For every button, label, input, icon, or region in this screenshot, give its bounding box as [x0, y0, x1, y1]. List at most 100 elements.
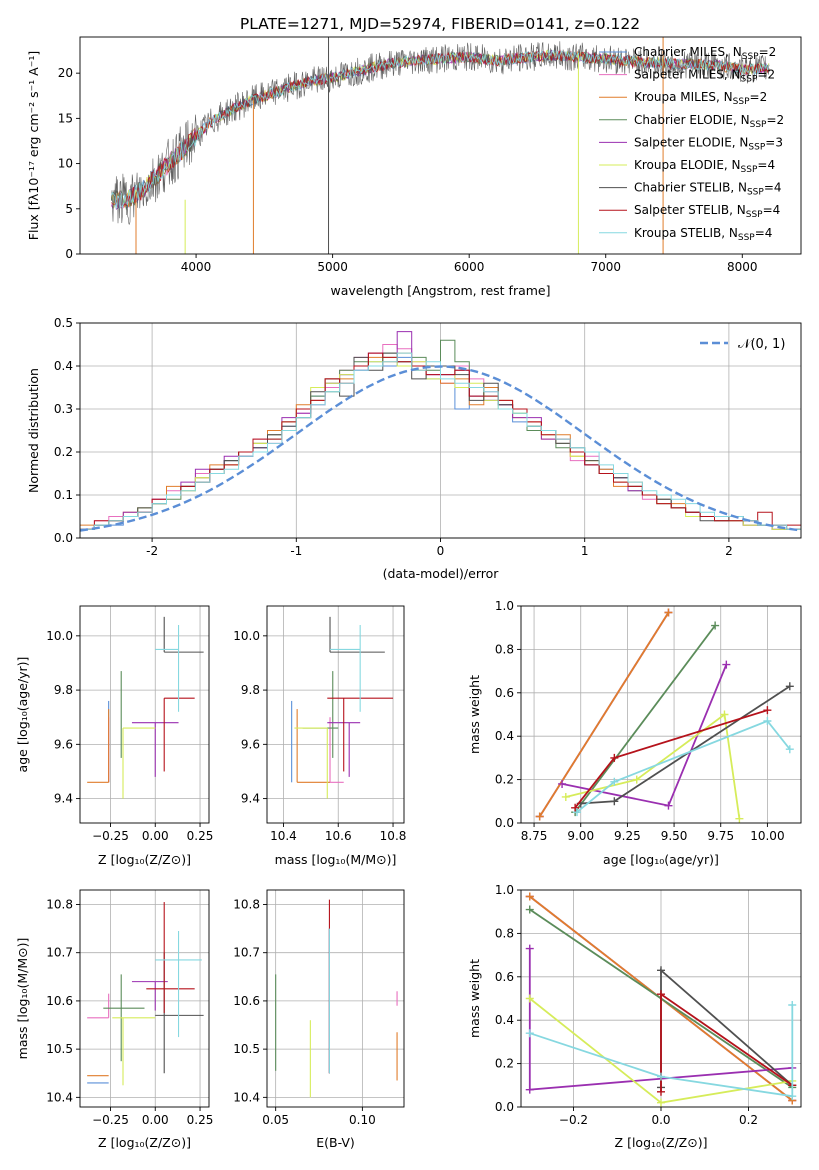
y-tick-label: 10.6 — [46, 994, 73, 1008]
panel-residuals: -2 -1 0 1 2 0.0 0.1 0.2 0.3 0.4 0.5 (data-model)/er… — [26, 316, 802, 581]
weight-marker-kroupa_miles — [525, 892, 534, 901]
legend-label: Salpeter MILES, N — [634, 68, 741, 82]
legend-entry-salpeter_stelib: Salpeter STELIB, NSSP=4 — [634, 203, 780, 220]
y-tick-label: 10.5 — [46, 1042, 73, 1056]
weight-marker-kroupa_elodie — [720, 710, 729, 719]
legend-label: Kroupa STELIB, N — [634, 226, 738, 240]
x-tick-label: -2 — [146, 544, 158, 558]
x-tick-label: 10.8 — [380, 829, 407, 843]
weight-marker-salpeter_stelib — [571, 803, 580, 812]
plot-area-age_vs_mass — [291, 616, 394, 799]
legend-suffix: =4 — [757, 158, 775, 172]
y-tick-label: 20 — [58, 66, 73, 80]
x-tick-label: −0.25 — [92, 1113, 129, 1127]
weight-line-kroupa_stelib — [576, 719, 791, 813]
weight-marker-kroupa_stelib — [788, 1092, 797, 1101]
legend-label: Salpeter STELIB, N — [634, 203, 746, 217]
histogram-kroupa_stelib — [80, 352, 801, 530]
legend-subscript: SSP — [742, 52, 759, 62]
y-tick-label: 9.8 — [241, 683, 260, 697]
y-tick-label: 0.2 — [54, 445, 73, 459]
axes-frame — [266, 889, 405, 1108]
x-tick-label: 0.00 — [142, 1113, 169, 1127]
legend-entry-kroupa_stelib: Kroupa STELIB, NSSP=4 — [634, 226, 772, 243]
weight-marker-salpeter_elodie — [664, 801, 673, 810]
y-tick-label: 0.8 — [495, 642, 514, 656]
y-tick-label: 10.6 — [233, 994, 260, 1008]
x-tick-label: 9.50 — [661, 829, 688, 843]
legend-entry-salpeter_miles: Salpeter MILES, NSSP=2 — [634, 68, 775, 85]
y-tick-label: 10.8 — [46, 897, 73, 911]
y-tick-label: 1.0 — [495, 599, 514, 613]
legend-subscript: SSP — [747, 188, 764, 198]
legend-subscript: SSP — [750, 120, 767, 130]
spectrum-series-chabrier_stelib — [111, 41, 770, 225]
legend-label: Kroupa MILES, N — [634, 90, 733, 104]
axes-frame — [520, 605, 802, 824]
weight-marker-kroupa_stelib — [788, 1001, 797, 1010]
y-axis-label: age [log₁₀(age/yr)] — [15, 657, 30, 773]
legend-entry-chabrier_miles: Chabrier MILES, NSSP=2 — [634, 45, 776, 62]
weight-line-kroupa_stelib — [529, 1005, 794, 1098]
x-tick-label: 1 — [581, 544, 589, 558]
y-axis-label: Normed distribution — [26, 368, 41, 493]
panel-age_vs_Z: −0.25 0.00 0.25 9.4 9.6 9.8 10.0 Z [log₁₀(Z/Z⊙)… — [15, 605, 213, 867]
legend-entry-salpeter_elodie: Salpeter ELODIE, NSSP=3 — [634, 135, 783, 152]
y-tick-label: 0.4 — [54, 359, 73, 373]
plot-area-residuals — [80, 331, 801, 532]
weight-marker-chabrier_elodie — [711, 621, 720, 630]
weight-marker-salpeter_stelib — [763, 706, 772, 715]
legend-suffix: =4 — [763, 203, 781, 217]
weight-marker-chabrier_stelib — [610, 797, 619, 806]
legend-label: Chabrier STELIB, N — [634, 181, 747, 195]
x-tick-label: 9.00 — [567, 829, 594, 843]
legend-label: Chabrier MILES, N — [634, 45, 742, 59]
x-tick-label: 0.05 — [262, 1113, 289, 1127]
y-tick-label: 10.7 — [46, 946, 73, 960]
weight-line-kroupa_miles — [538, 612, 670, 817]
y-tick-label: 10.8 — [233, 897, 260, 911]
x-axis-label: wavelength [Angstrom, rest frame] — [330, 283, 550, 298]
x-axis-label: age [log₁₀(age/yr)] — [603, 852, 719, 867]
plot-area-weight_vs_Z — [525, 892, 797, 1107]
y-tick-label: 10.0 — [233, 629, 260, 643]
y-tick-label: 10.0 — [46, 629, 73, 643]
y-tick-label: 5 — [65, 202, 73, 216]
weight-marker-chabrier_elodie — [525, 905, 534, 914]
weight-marker-kroupa_stelib — [525, 1029, 534, 1038]
legend-subscript: SSP — [748, 142, 765, 152]
plot-area-spectrum — [111, 37, 770, 254]
x-tick-label: 8000 — [727, 260, 758, 274]
y-tick-label: 0.0 — [495, 1100, 514, 1114]
x-tick-label: 0 — [437, 544, 445, 558]
weight-marker-kroupa_miles — [664, 608, 673, 617]
weight-marker-kroupa_stelib — [763, 717, 772, 726]
legend-label-normal: 𝒩(0, 1) — [738, 337, 785, 352]
legend-subscript: SSP — [733, 97, 750, 107]
weight-marker-chabrier_stelib — [785, 682, 794, 691]
x-tick-label: 9.75 — [707, 829, 734, 843]
y-axis-label: mass weight — [467, 959, 482, 1038]
x-axis-label: Z [log₁₀(Z/Z⊙)] — [615, 1135, 708, 1150]
y-tick-label: 10.5 — [233, 1042, 260, 1056]
weight-marker-kroupa_miles — [535, 812, 544, 821]
y-tick-label: 0.5 — [54, 316, 73, 330]
x-tick-label: 10.6 — [325, 829, 352, 843]
y-tick-label: 9.6 — [54, 737, 73, 751]
panel-weight_vs_age: 8.75 9.00 9.25 9.50 9.75 10.00 0.0 0.2 0.4 0.6 0.8… — [467, 599, 802, 867]
y-tick-label: 9.4 — [241, 792, 260, 806]
legend-suffix: =2 — [757, 68, 775, 82]
legend-entry-kroupa_miles: Kroupa MILES, NSSP=2 — [634, 90, 767, 107]
y-tick-label: 9.6 — [241, 737, 260, 751]
weight-marker-salpeter_stelib — [657, 1087, 665, 1096]
weight-marker-kroupa_elodie — [735, 814, 744, 823]
y-tick-label: 0.6 — [495, 686, 514, 700]
legend-suffix: =2 — [759, 45, 777, 59]
weight-marker-salpeter_stelib — [610, 753, 619, 762]
x-tick-label: −0.25 — [92, 829, 129, 843]
panel-mass_vs_EBV: 0.05 0.10 10.4 10.5 10.6 10.7 10.8 E(B-V) — [233, 889, 405, 1150]
y-tick-label: 0.8 — [495, 926, 514, 940]
y-tick-label: 9.4 — [54, 792, 73, 806]
